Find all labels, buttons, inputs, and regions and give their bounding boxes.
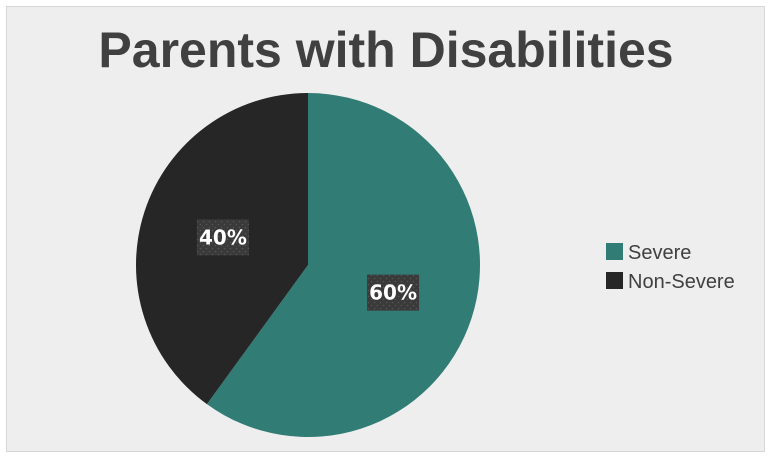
pie-slices bbox=[136, 93, 481, 437]
chart-area: Parents with Disabilities 60% 40% Severe N… bbox=[6, 6, 765, 452]
legend-swatch bbox=[606, 243, 623, 260]
legend-item-non-severe: Non-Severe bbox=[606, 271, 735, 293]
data-label-box bbox=[367, 274, 420, 311]
legend: Severe Non-Severe bbox=[606, 242, 735, 293]
data-labels: 60% 40% bbox=[196, 219, 420, 311]
legend-label: Non-Severe bbox=[628, 271, 735, 293]
legend-swatch bbox=[606, 272, 623, 289]
legend-label: Severe bbox=[628, 242, 691, 264]
legend-item-severe: Severe bbox=[606, 242, 691, 264]
data-label-box bbox=[196, 219, 249, 256]
data-label-non-severe: 40% bbox=[196, 219, 249, 256]
pie-chart: Parents with Disabilities 60% 40% Severe N… bbox=[98, 22, 735, 437]
data-label-text: 60% bbox=[369, 281, 417, 305]
data-label-severe: 60% bbox=[367, 274, 420, 311]
data-label-text: 40% bbox=[199, 225, 247, 249]
chart-title: Parents with Disabilities bbox=[98, 22, 673, 78]
pie-slice-severe bbox=[206, 93, 481, 437]
